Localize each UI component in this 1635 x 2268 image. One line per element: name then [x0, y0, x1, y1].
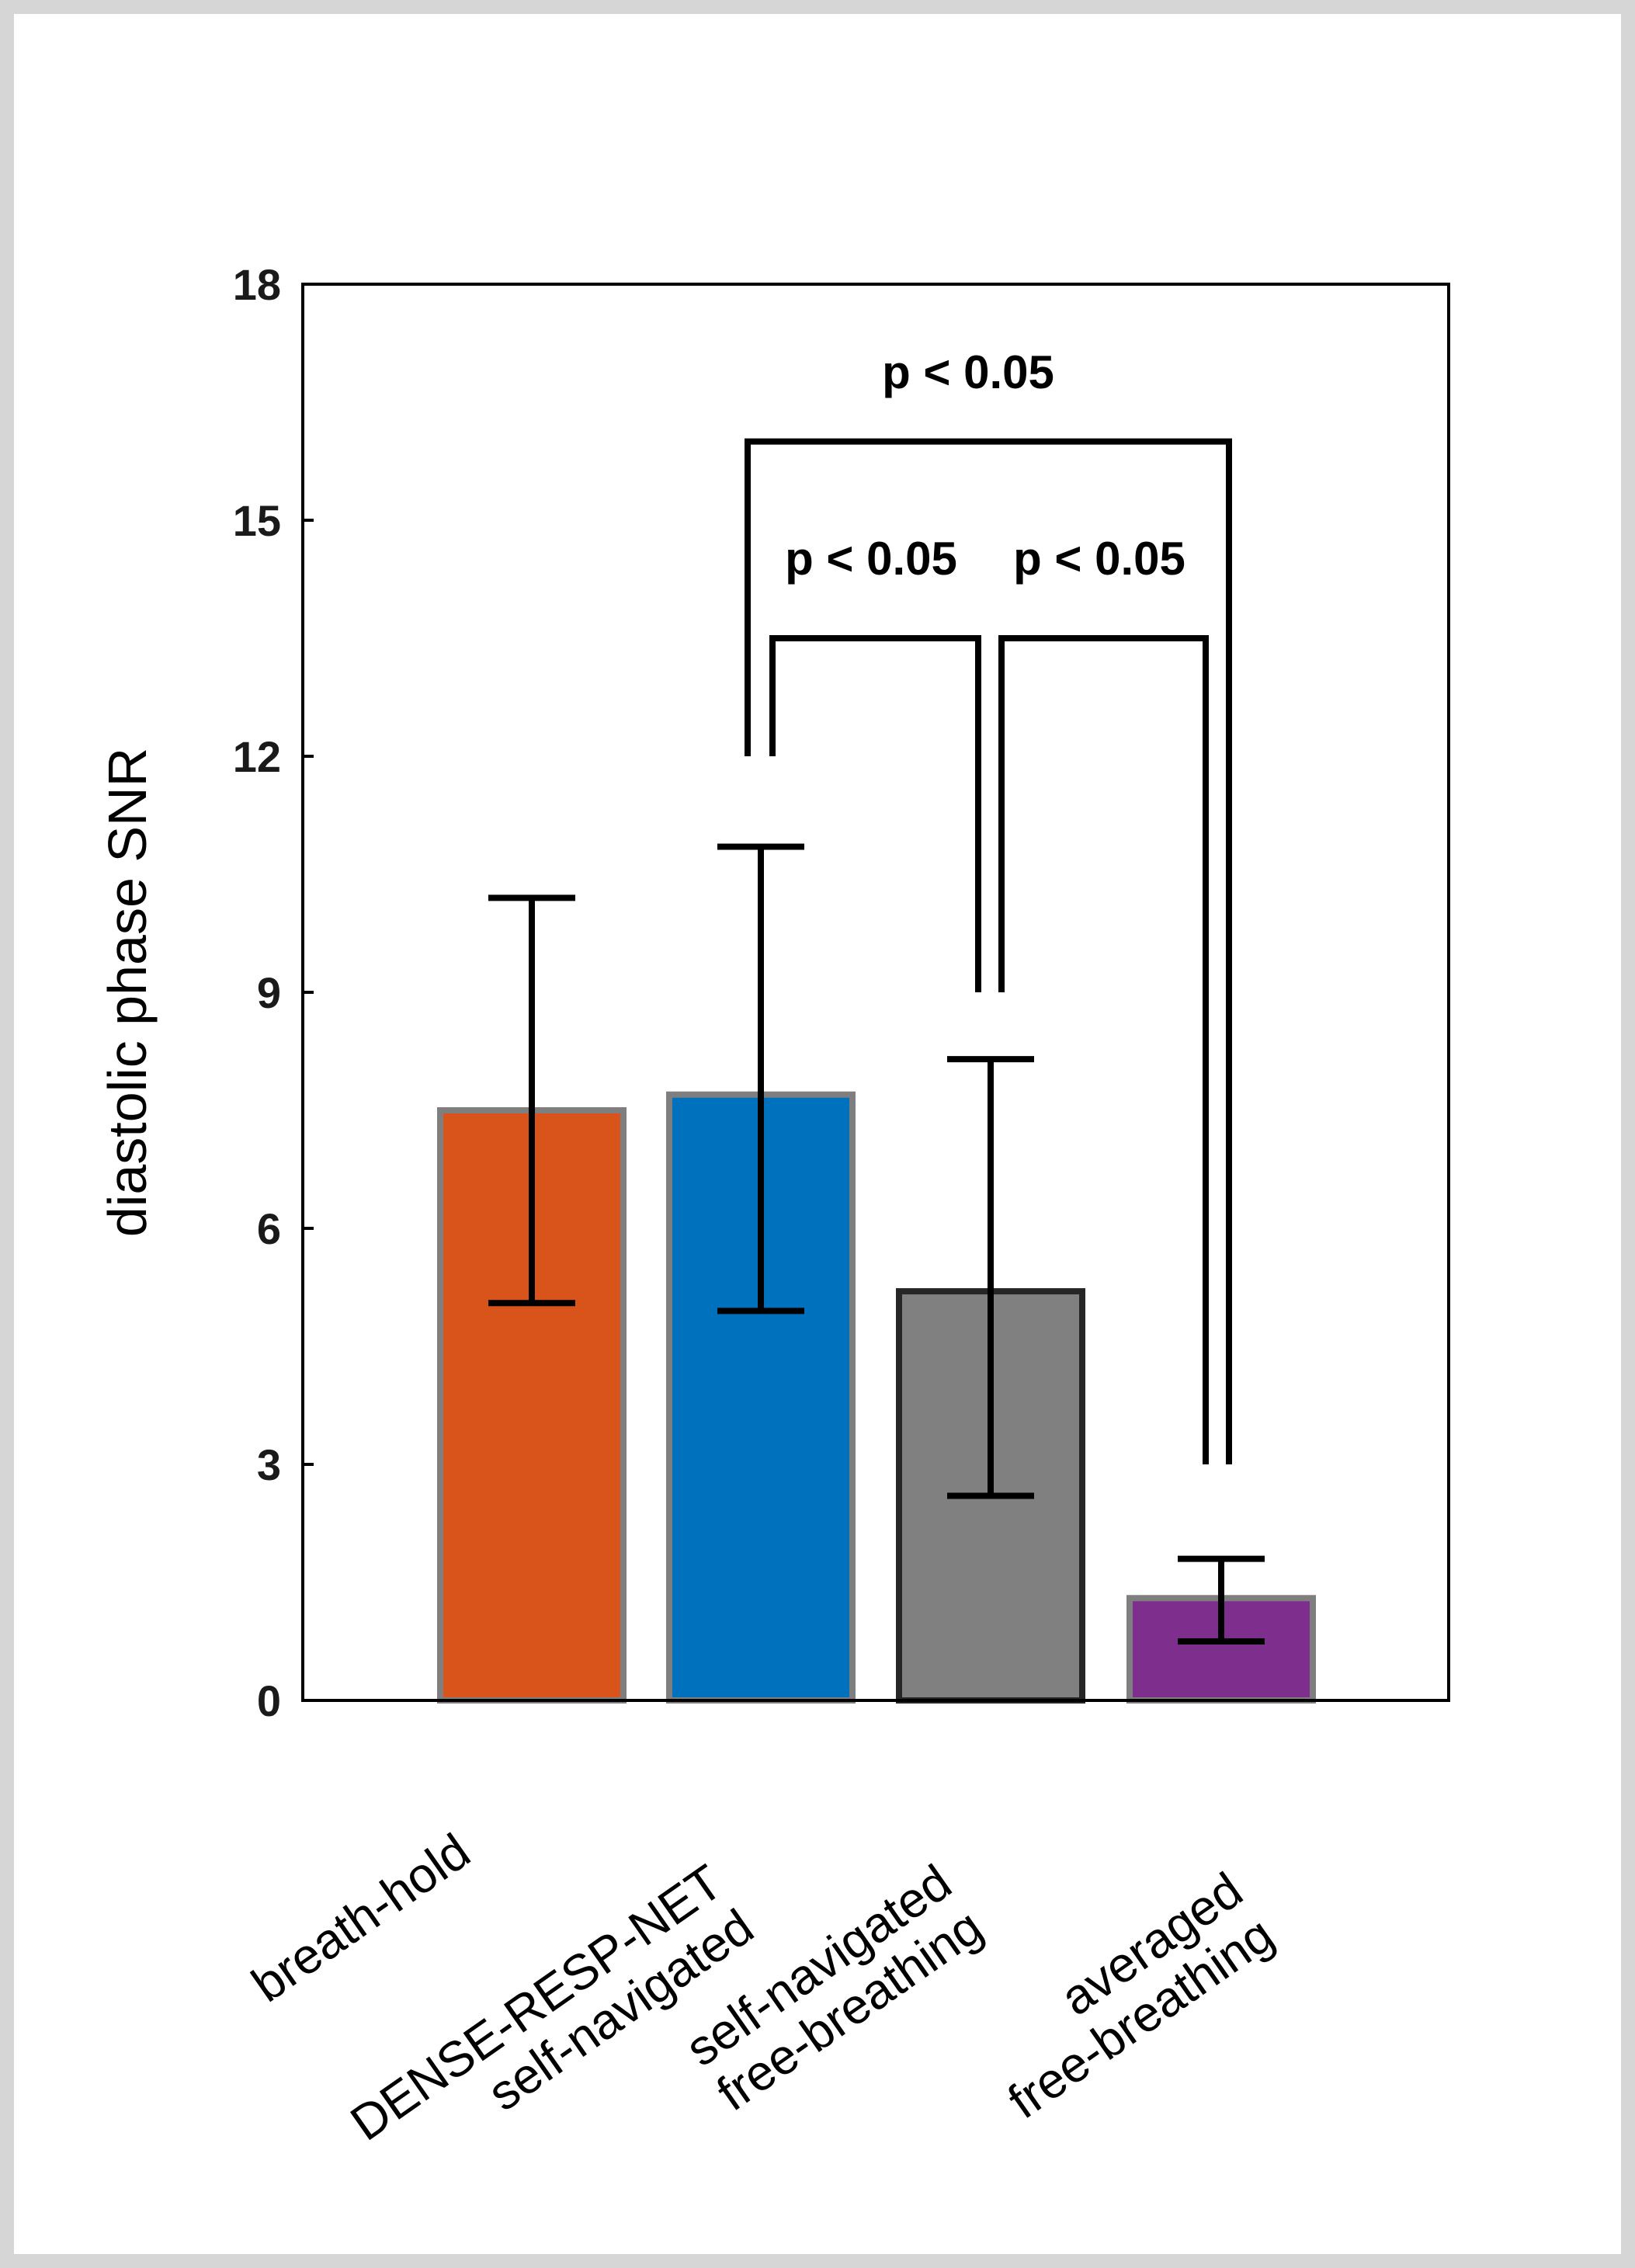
category-label: breath-hold: [242, 1822, 481, 2013]
error-bars-layer: [488, 843, 1265, 1645]
bars-layer: [437, 1091, 1316, 1704]
y-tick-label: 0: [257, 1676, 281, 1725]
y-axis-label: diastolic phase SNR: [97, 748, 158, 1237]
significance-bracket: [998, 635, 1209, 1464]
y-tick-label: 15: [233, 496, 281, 545]
significance-bracket: [769, 635, 981, 992]
x-axis-categories: breath-holdDENSE-RESP-NETself-navigateds…: [242, 1822, 1284, 2151]
significance-bracket: [745, 438, 1232, 1464]
significance-label: p < 0.05: [785, 533, 957, 585]
significance-label: p < 0.05: [1013, 533, 1185, 585]
significance-layer: p < 0.05 p < 0.05 p < 0.05: [745, 346, 1232, 1464]
y-tick-label: 9: [257, 968, 281, 1017]
y-tick-label: 12: [233, 732, 281, 781]
significance-label: p < 0.05: [882, 346, 1054, 398]
category-label-line: breath-hold: [242, 1822, 481, 2013]
y-tick-label: 18: [233, 260, 281, 309]
category-label: averagedfree-breathing: [967, 1861, 1283, 2129]
y-tick-label: 3: [257, 1440, 281, 1489]
bar: [1126, 1595, 1316, 1704]
y-tick-label: 6: [257, 1204, 281, 1253]
y-axis: 0 3 6 9 12 15 18: [233, 260, 314, 1725]
